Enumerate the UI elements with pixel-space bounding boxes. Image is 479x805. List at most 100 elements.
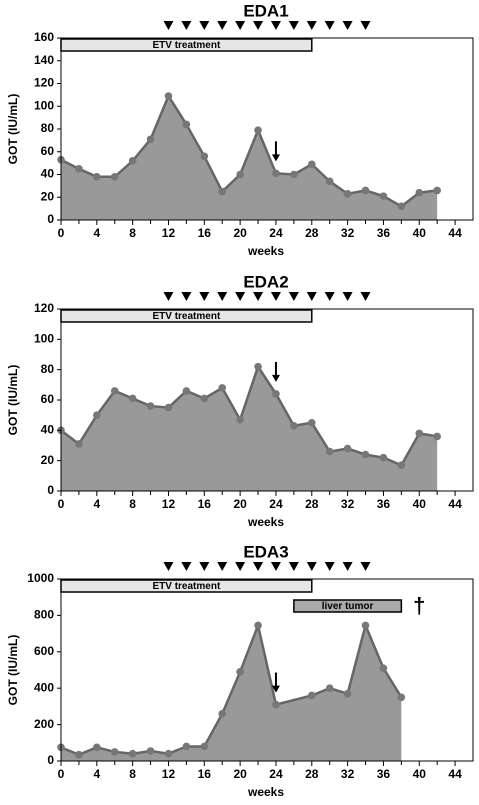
y-tick-label: 20 xyxy=(41,189,55,203)
dose-marker xyxy=(163,292,174,301)
arrow-head xyxy=(271,154,280,162)
x-tick-label: 8 xyxy=(129,497,136,511)
x-tick-label: 28 xyxy=(305,226,319,240)
x-tick-label: 12 xyxy=(162,497,176,511)
dose-marker xyxy=(181,562,192,571)
y-tick-label: 100 xyxy=(34,332,54,346)
dose-marker xyxy=(324,292,335,301)
point xyxy=(415,188,424,197)
y-tick-label: 80 xyxy=(41,121,55,135)
chart-title: EDA2 xyxy=(243,272,288,291)
area xyxy=(61,96,438,220)
point xyxy=(415,429,424,438)
point xyxy=(218,709,227,718)
x-tick-label: 8 xyxy=(129,226,136,240)
y-tick-label: 120 xyxy=(34,76,54,90)
dose-marker xyxy=(235,562,246,571)
point xyxy=(146,135,155,144)
dose-marker xyxy=(217,292,228,301)
dose-marker xyxy=(288,21,299,30)
annotation-label: liver tumor xyxy=(322,601,374,612)
x-tick-label: 36 xyxy=(377,226,391,240)
y-tick-label: 140 xyxy=(34,53,54,67)
point xyxy=(379,453,388,462)
annotation-bar xyxy=(60,579,313,593)
point xyxy=(164,403,173,412)
dose-marker xyxy=(217,21,228,30)
dose-marker xyxy=(342,21,353,30)
point xyxy=(93,411,101,419)
annotation-bar xyxy=(293,599,403,613)
dose-marker xyxy=(253,562,264,571)
x-tick-label: 28 xyxy=(305,767,319,781)
dose-marker xyxy=(306,562,317,571)
y-tick-label: 40 xyxy=(41,167,55,181)
x-axis-label: weeks xyxy=(247,244,284,258)
point xyxy=(397,202,406,211)
point xyxy=(218,384,227,392)
point xyxy=(75,165,83,173)
y-tick-label: 0 xyxy=(47,483,54,497)
point xyxy=(164,92,173,100)
dose-marker xyxy=(360,562,371,571)
y-tick-label: 400 xyxy=(34,680,54,694)
dose-marker xyxy=(235,21,246,30)
y-tick-label: 0 xyxy=(47,753,54,767)
point xyxy=(307,418,316,427)
point xyxy=(110,748,119,756)
x-tick-label: 20 xyxy=(233,497,247,511)
x-tick-label: 24 xyxy=(269,226,283,240)
dose-marker xyxy=(217,562,228,571)
point xyxy=(182,387,191,395)
dose-marker xyxy=(306,292,317,301)
x-tick-label: 16 xyxy=(198,767,212,781)
point xyxy=(93,172,101,181)
x-tick-label: 4 xyxy=(93,767,100,781)
dose-marker xyxy=(253,21,264,30)
point xyxy=(290,421,298,430)
dose-marker xyxy=(270,21,281,30)
y-tick-label: 0 xyxy=(47,212,54,226)
dose-marker xyxy=(181,21,192,30)
x-tick-label: 4 xyxy=(93,226,100,240)
y-tick-label: 40 xyxy=(41,423,55,437)
annotation-bar xyxy=(60,309,313,323)
point xyxy=(236,668,244,676)
dose-marker xyxy=(288,292,299,301)
point xyxy=(182,742,191,751)
point xyxy=(379,192,388,200)
x-tick-label: 8 xyxy=(129,767,136,781)
point xyxy=(272,169,280,178)
x-tick-label: 24 xyxy=(269,497,283,511)
dose-marker xyxy=(270,292,281,301)
point xyxy=(75,750,83,759)
y-tick-label: 200 xyxy=(34,717,54,731)
dose-marker xyxy=(288,562,299,571)
y-tick-label: 80 xyxy=(41,362,55,376)
x-tick-label: 4 xyxy=(93,497,100,511)
dose-marker xyxy=(360,21,371,30)
annotation-label: ETV treatment xyxy=(152,581,220,592)
line xyxy=(60,93,438,208)
point xyxy=(272,390,280,398)
x-tick-label: 0 xyxy=(58,497,65,511)
dose-marker xyxy=(306,21,317,30)
plot-frame xyxy=(60,578,474,762)
point xyxy=(254,126,262,134)
annotation-bar xyxy=(60,38,313,52)
area xyxy=(61,366,438,491)
arrow-head xyxy=(271,685,280,693)
point xyxy=(361,450,370,459)
point xyxy=(146,747,155,755)
x-tick-label: 20 xyxy=(233,226,247,240)
x-tick-label: 32 xyxy=(341,767,355,781)
dose-marker xyxy=(342,292,353,301)
x-tick-label: 12 xyxy=(162,767,176,781)
x-tick-label: 16 xyxy=(198,497,212,511)
point xyxy=(361,186,370,195)
point xyxy=(254,621,262,630)
x-tick-label: 36 xyxy=(377,497,391,511)
y-axis-label: GOT (IU/mL) xyxy=(6,635,20,706)
point xyxy=(200,152,209,161)
x-tick-label: 40 xyxy=(413,497,427,511)
